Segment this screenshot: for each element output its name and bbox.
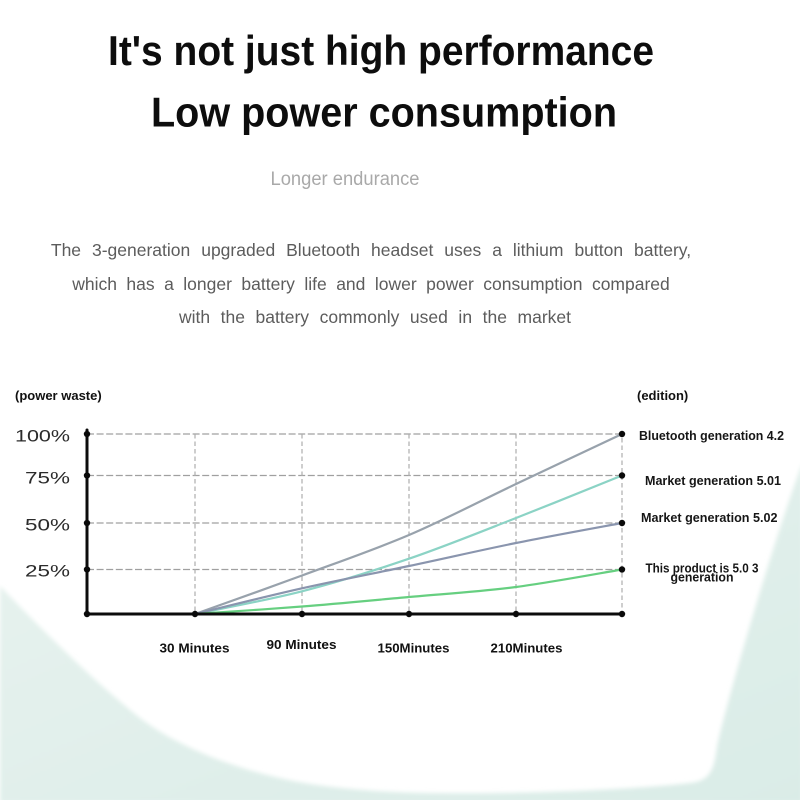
svg-text:90 Minutes: 90 Minutes <box>267 637 337 652</box>
svg-text:generation: generation <box>671 570 734 585</box>
svg-text:30 Minutes: 30 Minutes <box>160 641 230 656</box>
svg-text:(power waste): (power waste) <box>15 388 102 403</box>
svg-text:Low power consumption: Low power consumption <box>151 89 617 136</box>
svg-text:with the battery commonly used: with the battery commonly used in the ma… <box>178 307 571 327</box>
svg-text:Market generation 5.01: Market generation 5.01 <box>645 473 781 488</box>
svg-text:Bluetooth generation 4.2: Bluetooth generation 4.2 <box>639 428 784 443</box>
svg-text:which has a longer battery lif: which has a longer battery life and lowe… <box>71 274 670 294</box>
svg-text:100%: 100% <box>15 427 70 446</box>
svg-text:Longer endurance: Longer endurance <box>271 169 420 190</box>
svg-text:The 3-generation upgraded Blue: The 3-generation upgraded Bluetooth head… <box>51 240 691 260</box>
svg-text:It's not just high performance: It's not just high performance <box>108 27 654 74</box>
svg-text:150Minutes: 150Minutes <box>378 641 450 656</box>
svg-text:75%: 75% <box>25 469 70 488</box>
svg-text:25%: 25% <box>25 562 70 581</box>
svg-text:210Minutes: 210Minutes <box>491 641 563 656</box>
svg-text:50%: 50% <box>25 516 70 535</box>
svg-text:This product is 5.0 3: This product is 5.0 3 <box>646 561 759 576</box>
svg-text:Market generation 5.02: Market generation 5.02 <box>641 510 778 525</box>
svg-text:(edition): (edition) <box>637 388 688 403</box>
